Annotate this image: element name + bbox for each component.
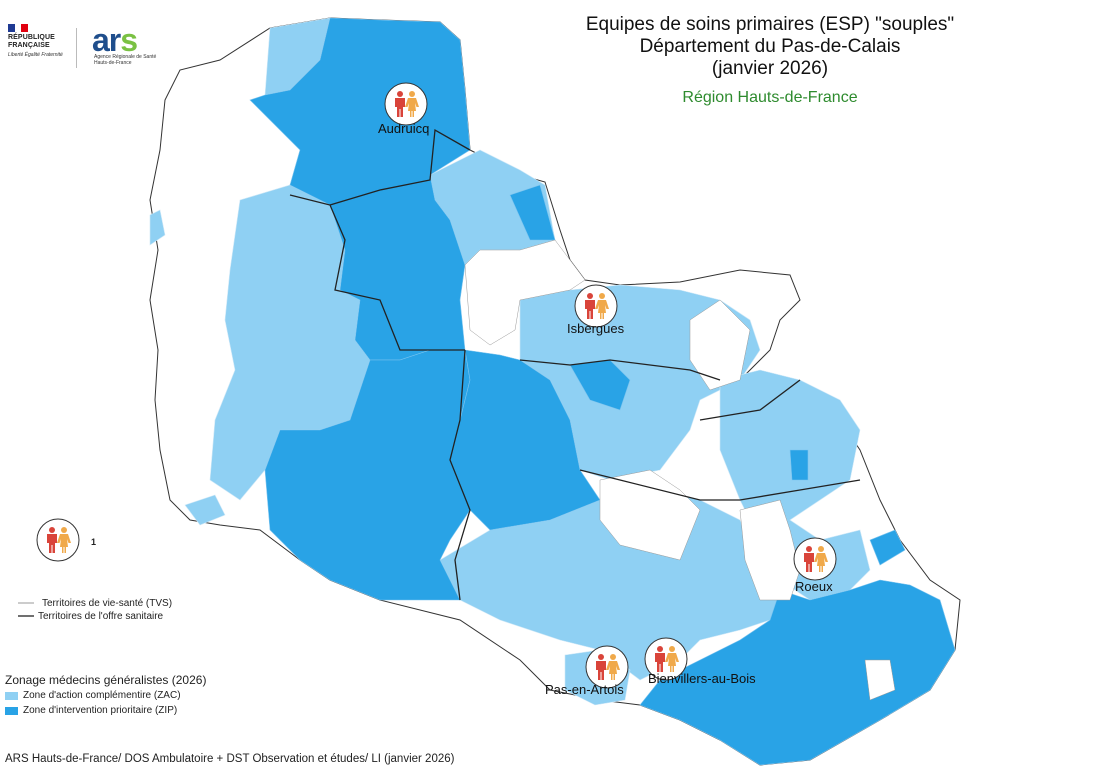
town-label-bienvillers-au-bois: Bienvillers-au-Bois — [648, 671, 756, 686]
town-label-isbergues: Isbergues — [567, 321, 625, 336]
zoning-legend-title: Zonage médecins généralistes (2026) — [5, 673, 207, 687]
unzoned-areas — [464, 239, 896, 701]
republique-label: RÉPUBLIQUE FRANÇAISE — [8, 34, 55, 49]
zip-areas — [249, 17, 956, 766]
republique-francaise-logo: RÉPUBLIQUE FRANÇAISE Liberté Égalité Fra… — [8, 24, 68, 58]
legend-tvs: Territoires de vie-santé (TVS) — [18, 597, 172, 610]
ars-logo: ars Agence Régionale de Santé Hauts-de-F… — [84, 22, 164, 68]
legend-esp-count: 1 — [91, 537, 97, 547]
town-label-roeux: Roeux — [795, 579, 833, 594]
legend-tvs-label: Territoires de vie-santé (TVS) — [42, 598, 173, 609]
french-flag-icon — [8, 24, 29, 32]
zac-areas — [149, 17, 871, 706]
town-label-audruicq: Audruicq — [378, 121, 430, 136]
ars-wordmark: ars — [92, 22, 138, 58]
zip-swatch — [5, 706, 18, 715]
logo-divider — [76, 28, 77, 68]
title-line-1: Equipes de soins primaires (ESP) "souple… — [585, 14, 955, 35]
title-line-3: (janvier 2026) — [711, 58, 829, 79]
zac-swatch — [5, 691, 18, 700]
ars-subtitle: Agence Régionale de Santé Hauts-de-Franc… — [94, 54, 157, 66]
town-label-pas-en-artois: Pas-en-Artois — [545, 682, 624, 697]
zoning-legend: Zone d'action complémentire (ZAC) Zone d… — [5, 688, 181, 718]
legend-zip: Zone d'intervention prioritaire (ZIP) — [5, 703, 181, 718]
legend-zip-label: Zone d'intervention prioritaire (ZIP) — [23, 705, 178, 716]
region-label: Région Hauts-de-France — [682, 89, 858, 106]
legend-boundaries: Territoires de vie-santé (TVS) Territoir… — [18, 597, 172, 623]
legend-care-team-icon — [36, 518, 80, 562]
motto-label: Liberté Égalité Fraternité — [8, 52, 63, 58]
esp-marker[interactable] — [384, 82, 428, 126]
legend-zac: Zone d'action complémentire (ZAC) — [5, 688, 181, 703]
tos-boundaries — [289, 128, 861, 601]
legend-tos-label: Territoires de l'offre sanitaire — [38, 611, 164, 622]
map-title: Equipes de soins primaires (ESP) "souple… — [560, 14, 980, 80]
title-line-2: Département du Pas-de-Calais — [639, 36, 901, 57]
esp-marker[interactable] — [793, 537, 837, 581]
legend-zac-label: Zone d'action complémentire (ZAC) — [23, 690, 181, 701]
legend-tos: Territoires de l'offre sanitaire — [18, 610, 172, 623]
source-credit: ARS Hauts-de-France/ DOS Ambulatoire + D… — [5, 753, 455, 765]
